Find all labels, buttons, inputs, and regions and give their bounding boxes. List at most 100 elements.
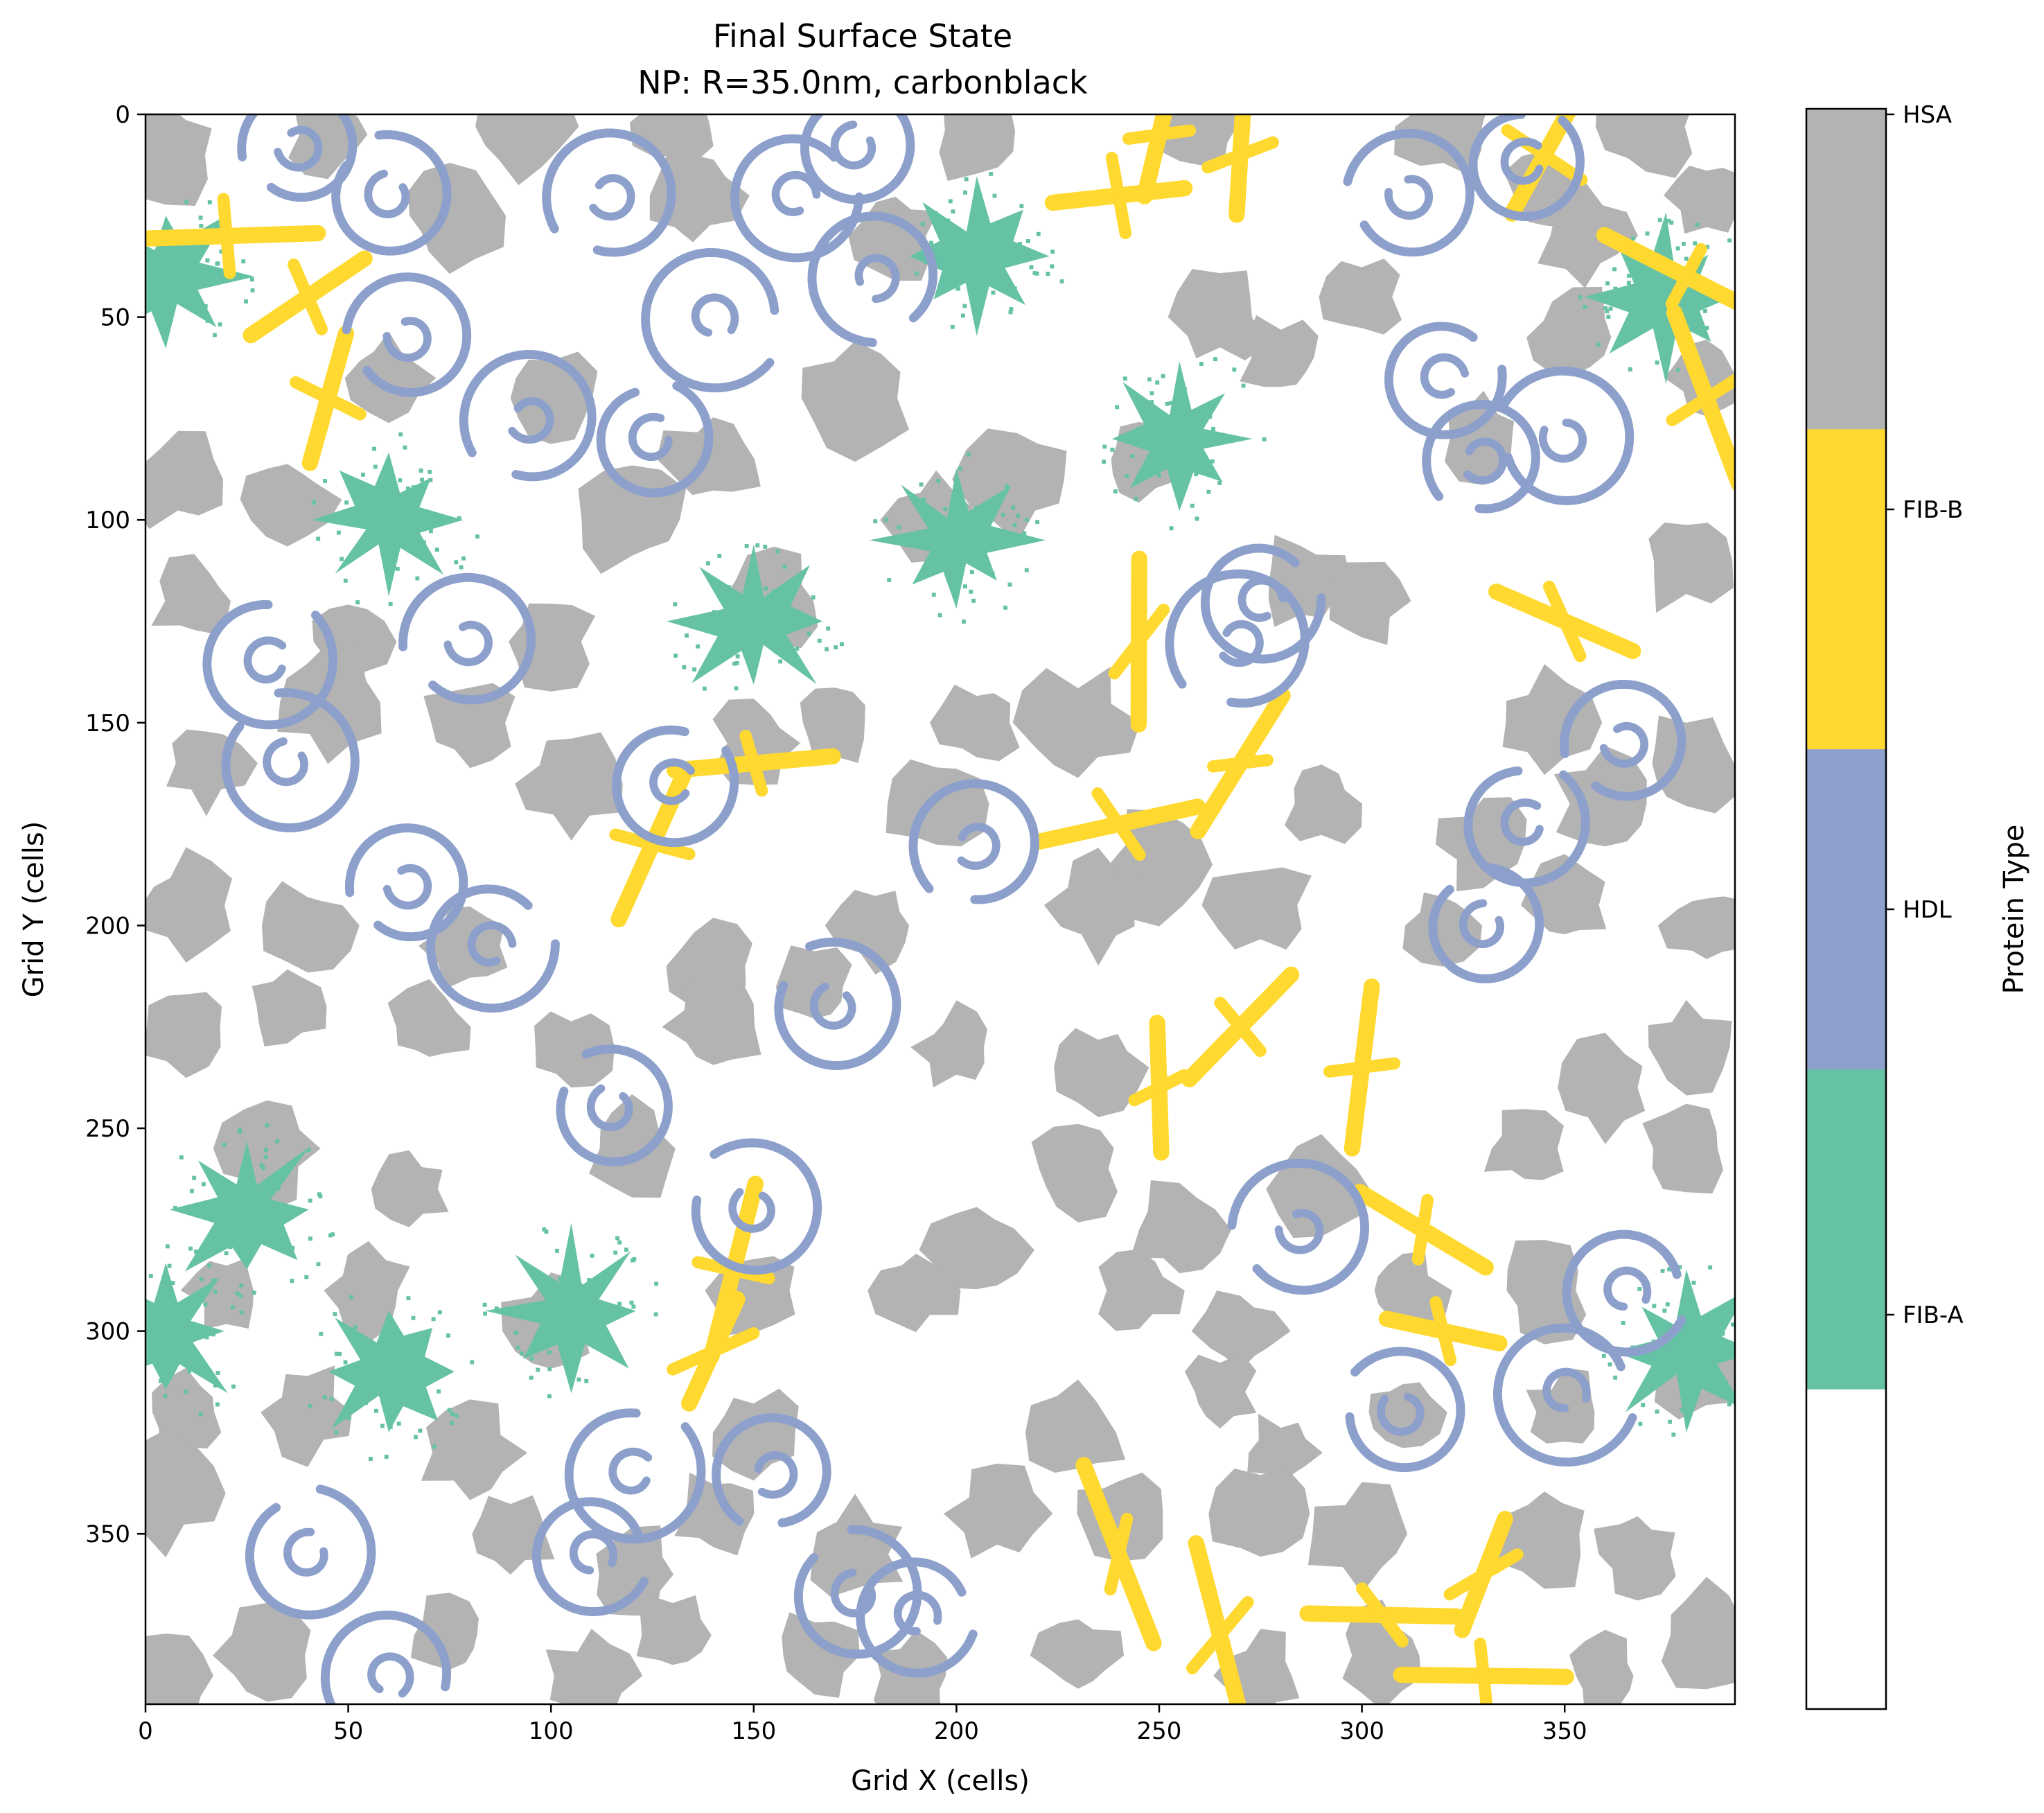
fib-a-cell bbox=[1727, 1402, 1732, 1407]
fib-a-cell bbox=[205, 258, 210, 263]
hdl-protein-18 bbox=[1165, 569, 1310, 708]
hdl-ring bbox=[1492, 1323, 1637, 1467]
y-tick-label: 300 bbox=[85, 1318, 130, 1346]
fib-a-cell bbox=[146, 1358, 149, 1363]
hsa-protein-59 bbox=[1402, 892, 1482, 967]
hsa-protein-108 bbox=[1307, 1482, 1408, 1593]
fib-a-cell bbox=[329, 1396, 334, 1401]
hdl-core bbox=[691, 293, 739, 337]
fib-a-cell bbox=[184, 1390, 188, 1394]
fib-a-cell bbox=[386, 559, 391, 563]
hsa-protein-19 bbox=[1319, 259, 1402, 335]
fib-a-cell bbox=[1603, 306, 1608, 310]
fib-a-cell bbox=[179, 1155, 184, 1159]
fib-a-cell bbox=[343, 1360, 348, 1365]
hdl-core bbox=[830, 1568, 876, 1618]
hdl-ring bbox=[774, 937, 901, 1070]
fib-a-cell bbox=[1025, 239, 1030, 243]
fib-a-cell bbox=[159, 1369, 164, 1374]
hsa-protein-121 bbox=[1569, 1629, 1634, 1704]
fib-a-cell bbox=[755, 543, 760, 548]
fib-a-cell bbox=[165, 1364, 170, 1368]
hdl-core bbox=[569, 1530, 618, 1575]
fib-a-cell bbox=[411, 485, 416, 490]
fib-a-cell bbox=[1682, 241, 1686, 246]
fib-b-branch bbox=[1543, 580, 1587, 663]
fib-a-cell bbox=[279, 1227, 284, 1232]
fib-a-cell bbox=[1050, 264, 1055, 269]
fib-a-cell bbox=[1654, 1318, 1659, 1322]
hsa-protein-57 bbox=[1043, 848, 1146, 966]
fib-b-branch bbox=[1474, 1637, 1493, 1704]
fib-a-body bbox=[1584, 212, 1733, 385]
fib-a-cell bbox=[544, 1229, 549, 1234]
fib-a-cell bbox=[989, 172, 994, 176]
fib-a-cell bbox=[1012, 286, 1017, 291]
fib-a-cell bbox=[333, 1312, 337, 1317]
fib-b-branch bbox=[1122, 124, 1197, 145]
fib-a-cell bbox=[992, 193, 997, 198]
hdl-ring bbox=[556, 1044, 673, 1166]
fib-a-body bbox=[146, 1263, 228, 1394]
hdl-protein-1 bbox=[800, 114, 915, 204]
fib-a-cell bbox=[457, 516, 461, 520]
fib-a-cell bbox=[771, 589, 776, 593]
hdl-core bbox=[1420, 353, 1470, 399]
fib-a-cell bbox=[343, 578, 348, 583]
fib-a-cell bbox=[428, 469, 432, 474]
fib-a-cell bbox=[590, 1253, 594, 1258]
fib-a-cell bbox=[993, 542, 998, 547]
fib-a-cell bbox=[1149, 391, 1154, 396]
x-tick-label: 150 bbox=[731, 1717, 776, 1745]
hdl-core bbox=[274, 125, 323, 172]
hdl-protein-28 bbox=[556, 1044, 673, 1166]
fib-a-cell bbox=[692, 667, 697, 672]
fib-a-cell bbox=[1022, 531, 1027, 536]
fib-b-branch bbox=[1411, 1193, 1434, 1265]
fib-a-cell bbox=[811, 595, 816, 599]
hdl-ring bbox=[908, 779, 1039, 904]
hdl-ring bbox=[344, 823, 468, 942]
hdl-ring bbox=[1384, 322, 1507, 439]
fib-a-cell bbox=[461, 556, 466, 561]
fib-a-cell bbox=[1621, 1321, 1625, 1325]
fib-a-cell bbox=[194, 1250, 198, 1254]
fib-b-protein-0 bbox=[146, 193, 326, 279]
fib-a-cell bbox=[199, 224, 204, 228]
hdl-ring bbox=[426, 884, 560, 1013]
fib-a-cell bbox=[287, 1249, 291, 1254]
fib-a-cell bbox=[230, 1305, 235, 1310]
fib-a-cell bbox=[963, 190, 967, 195]
fib-a-cell bbox=[1668, 337, 1673, 342]
fib-a-cell bbox=[962, 304, 967, 308]
fib-a-cell bbox=[929, 244, 934, 249]
hdl-ring bbox=[237, 114, 358, 202]
fib-a-cell bbox=[437, 1389, 441, 1394]
hdl-core bbox=[1463, 437, 1508, 484]
hsa-protein-114 bbox=[545, 1629, 643, 1704]
fib-a-cell bbox=[764, 586, 768, 591]
fib-a-cell bbox=[943, 507, 948, 511]
fib-a-cell bbox=[576, 1377, 581, 1382]
x-tick-label: 50 bbox=[333, 1717, 363, 1745]
fib-a-cell bbox=[188, 1246, 193, 1251]
fib-a-cell bbox=[1025, 517, 1029, 522]
fib-a-cell bbox=[519, 1351, 524, 1356]
fib-a-cell bbox=[1637, 1287, 1642, 1291]
fib-a-cell bbox=[344, 500, 349, 505]
y-tick-label: 100 bbox=[85, 507, 130, 534]
hsa-protein-30 bbox=[151, 554, 231, 634]
fib-a-cell bbox=[897, 525, 901, 529]
fib-a-cell bbox=[346, 1416, 351, 1421]
fib-b-protein-22 bbox=[1186, 1535, 1254, 1704]
fib-a-cell bbox=[1695, 222, 1700, 227]
hdl-ring bbox=[459, 350, 597, 482]
fib-b-protein-6 bbox=[1596, 227, 1735, 310]
fib-a-cell bbox=[1195, 516, 1199, 521]
hsa-protein-36 bbox=[1502, 664, 1603, 776]
fib-a-cell bbox=[1675, 367, 1680, 372]
fib-a-cell bbox=[337, 1351, 342, 1356]
y-axis-ticks: 0 50 100 150 200 250 300 350 bbox=[85, 101, 146, 1548]
hsa-protein-37 bbox=[1648, 523, 1734, 613]
hdl-core bbox=[382, 864, 432, 910]
